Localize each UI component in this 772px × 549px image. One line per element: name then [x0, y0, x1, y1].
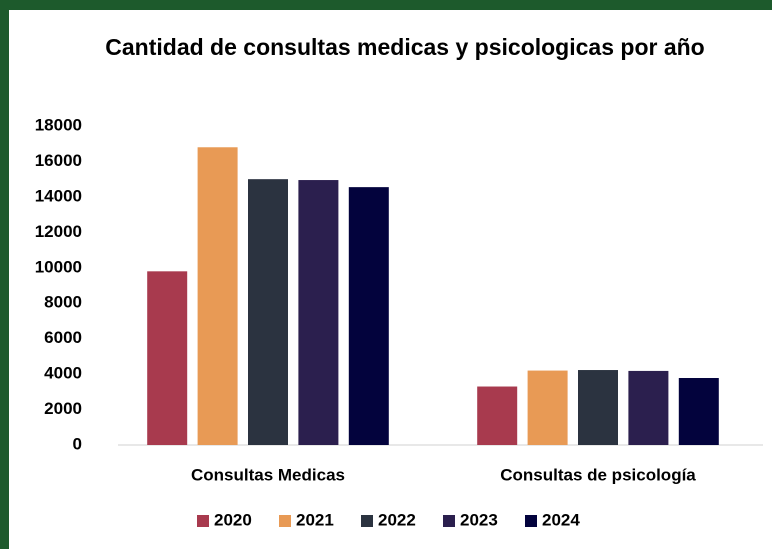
legend-swatch [361, 515, 373, 527]
bar [298, 180, 339, 445]
y-tick-label: 4000 [44, 364, 82, 383]
legend-label: 2021 [296, 510, 334, 529]
x-tick-label: Consultas Medicas [191, 465, 345, 484]
bar [197, 147, 238, 445]
y-tick-label: 8000 [44, 293, 82, 312]
bar [578, 370, 618, 445]
y-tick-label: 12000 [35, 222, 82, 241]
legend-label: 2022 [378, 510, 416, 529]
bar [248, 179, 288, 445]
chart-title: Cantidad de consultas medicas y psicolog… [105, 34, 705, 60]
legend-label: 2024 [542, 510, 580, 529]
legend-label: 2023 [460, 510, 498, 529]
x-tick-label: Consultas de psicología [500, 465, 696, 484]
y-tick-label: 0 [73, 434, 82, 453]
y-tick-label: 2000 [44, 399, 82, 418]
legend-swatch [525, 515, 537, 527]
bar [628, 370, 669, 445]
y-tick-label: 16000 [35, 151, 82, 170]
y-tick-label: 14000 [35, 186, 82, 205]
bar [147, 271, 188, 445]
bar [348, 187, 389, 445]
legend-swatch [197, 515, 209, 527]
y-tick-label: 18000 [35, 115, 82, 134]
legend-swatch [443, 515, 455, 527]
legend-swatch [279, 515, 291, 527]
bar [527, 370, 568, 445]
legend-label: 2020 [214, 510, 252, 529]
y-tick-label: 6000 [44, 328, 82, 347]
bar [678, 378, 719, 445]
y-tick-label: 10000 [35, 257, 82, 276]
bar [477, 386, 518, 445]
